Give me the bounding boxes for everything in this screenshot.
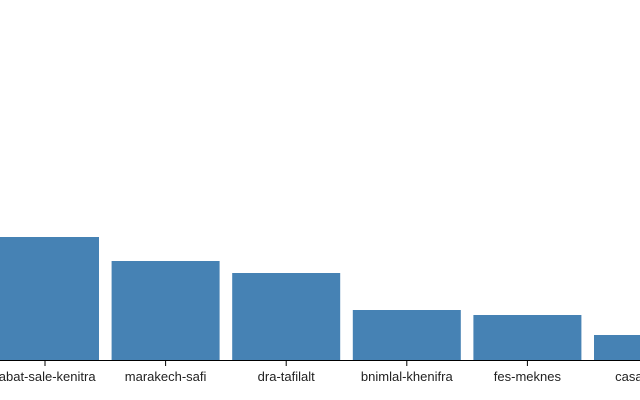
bar — [232, 273, 341, 360]
x-tick-label: marakech-safi — [125, 369, 207, 384]
x-tick-label: fes-meknes — [494, 369, 562, 384]
bar — [111, 261, 220, 360]
bar — [473, 315, 582, 360]
bar — [594, 335, 640, 360]
x-tick-label: bnimlal-khenifra — [361, 369, 454, 384]
bar — [352, 310, 461, 360]
x-tick-label: dra-tafilalt — [258, 369, 315, 384]
x-tick-label: casablanca — [615, 369, 640, 384]
bar — [0, 237, 99, 360]
x-tick-label: rabat-sale-kenitra — [0, 369, 96, 384]
